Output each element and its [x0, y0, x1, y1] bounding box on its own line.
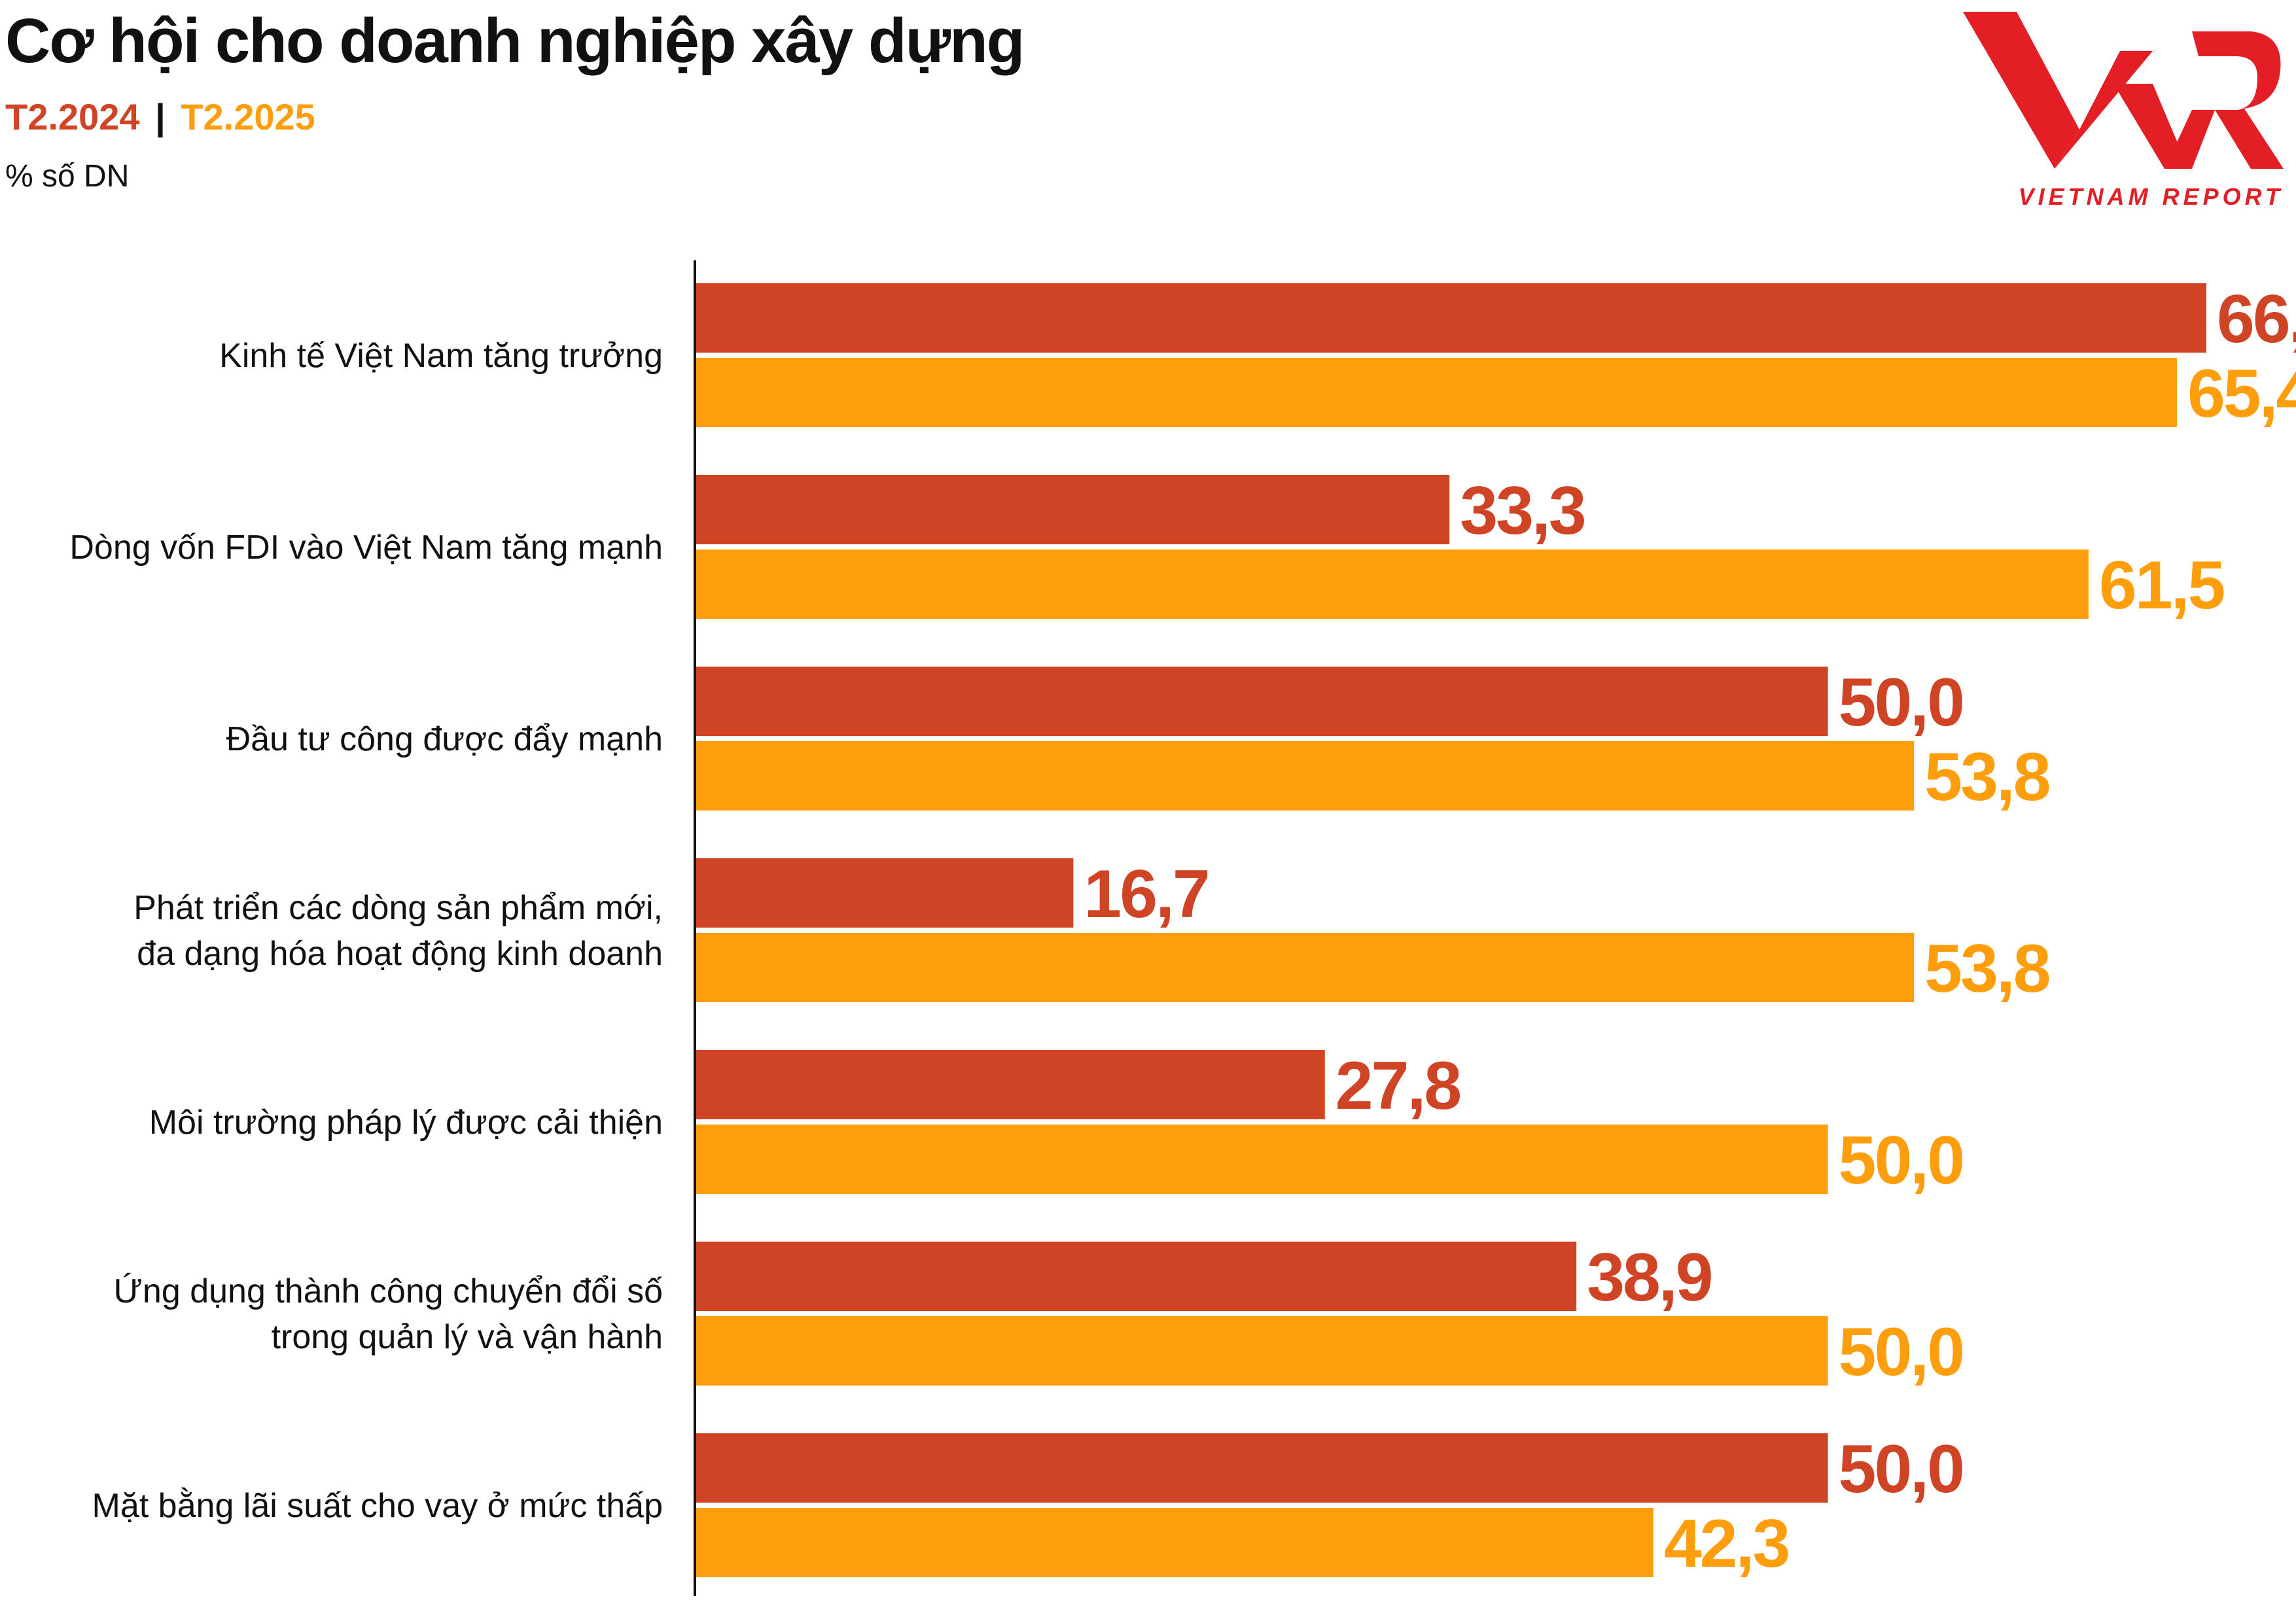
bar-T2-2024 [695, 475, 1450, 544]
category-label: Phát triển các dòng sản phẩm mới, đa dạng… [133, 889, 663, 973]
logo-caption: VIETNAM REPORT [2019, 183, 2284, 210]
bar-T2-2024 [695, 1050, 1325, 1119]
value-label: 65,4 [2187, 356, 2296, 432]
bars-group: Kinh tế Việt Nam tăng trưởng 66,765,4 Dòng… [69, 281, 2296, 1582]
value-label: 42,3 [1664, 1506, 1789, 1582]
bar-T2-2025 [695, 1508, 1653, 1577]
value-label: 66,7 [2217, 281, 2296, 357]
chart-title: Cơ hội cho doanh nghiệp xây dựng [5, 6, 1025, 76]
value-label: 61,5 [2099, 548, 2224, 623]
category-label-line: Đầu tư công được đẩy mạnh [226, 720, 663, 758]
value-label: 50,0 [1839, 1431, 1963, 1507]
bar-T2-2025 [695, 933, 1915, 1002]
bar-T2-2025 [695, 741, 1915, 811]
legend-separator: | [155, 96, 166, 137]
value-label: 50,0 [1839, 1314, 1963, 1390]
category-label: Mặt bằng lãi suất cho vay ở mức thấp [92, 1487, 663, 1525]
bar-T2-2025 [695, 1125, 1828, 1194]
category-label-line: đa dạng hóa hoạt động kinh doanh [137, 935, 663, 973]
category-label-line: Mặt bằng lãi suất cho vay ở mức thấp [92, 1487, 663, 1525]
legend: T2.2024 | T2.2025 [5, 96, 315, 138]
bar-T2-2024 [695, 1433, 1828, 1503]
bar-T2-2024 [695, 283, 2206, 353]
value-label: 16,7 [1084, 856, 1208, 932]
value-label: 50,0 [1839, 1123, 1963, 1198]
category-label: Môi trường pháp lý được cải thiện [149, 1104, 663, 1142]
category-label-line: Dòng vốn FDI vào Việt Nam tăng mạnh [69, 529, 663, 567]
category-label-line: Môi trường pháp lý được cải thiện [149, 1104, 663, 1142]
value-label: 53,8 [1924, 739, 2049, 815]
category-label: Kinh tế Việt Nam tăng trưởng [219, 337, 663, 375]
value-label: 53,8 [1924, 931, 2049, 1007]
category-label-line: trong quản lý và vận hành [272, 1318, 663, 1356]
category-label: Ứng dụng thành công chuyển đổi số trong q… [114, 1272, 663, 1356]
bar-T2-2024 [695, 667, 1828, 736]
value-label: 50,0 [1839, 665, 1963, 741]
value-label: 27,8 [1335, 1048, 1460, 1124]
value-label: 38,9 [1587, 1240, 1711, 1316]
category-label-line: Kinh tế Việt Nam tăng trưởng [219, 337, 663, 375]
bar-T2-2025 [695, 550, 2089, 619]
unit-label: % số DN [5, 159, 130, 194]
legend-2024: T2.2024 [5, 96, 140, 137]
category-label-line: Phát triển các dòng sản phẩm mới, [133, 889, 663, 927]
value-label: 33,3 [1460, 473, 1585, 549]
vietnam-report-logo: VIETNAM REPORT [1963, 12, 2284, 210]
bar-T2-2025 [695, 1316, 1828, 1386]
category-label: Dòng vốn FDI vào Việt Nam tăng mạnh [69, 529, 663, 567]
category-label-line: Ứng dụng thành công chuyển đổi số [114, 1272, 663, 1310]
category-label: Đầu tư công được đẩy mạnh [226, 720, 663, 758]
bar-T2-2025 [695, 358, 2177, 427]
bar-T2-2024 [695, 1242, 1577, 1311]
legend-2025: T2.2025 [181, 96, 315, 137]
bar-T2-2024 [695, 858, 1074, 928]
